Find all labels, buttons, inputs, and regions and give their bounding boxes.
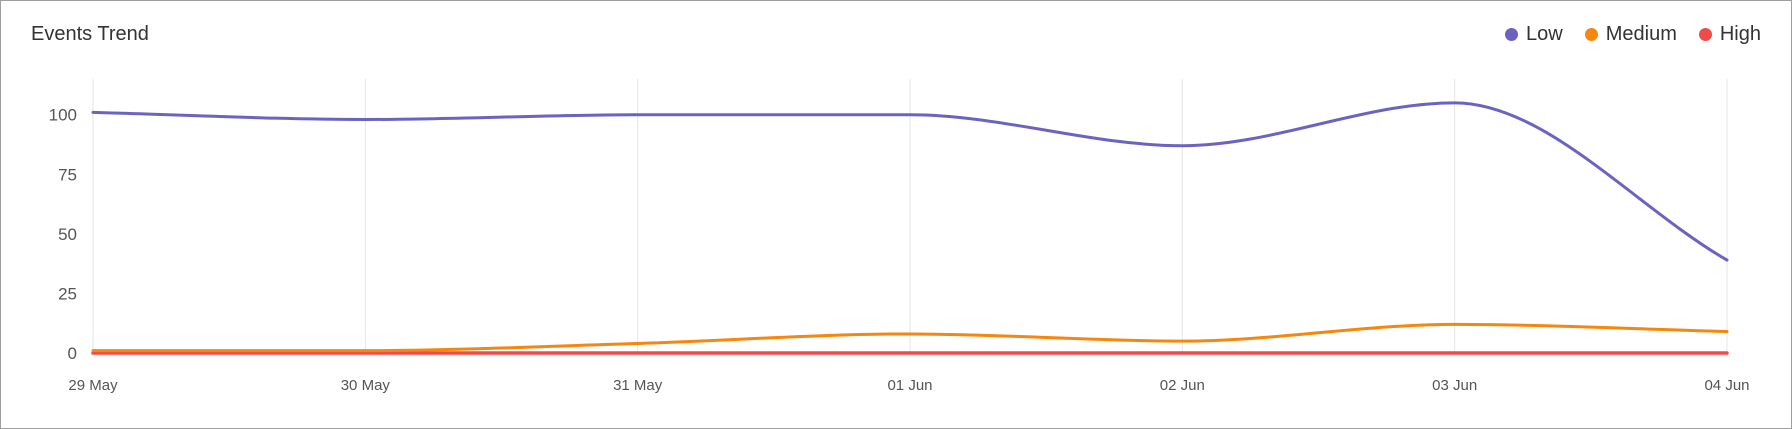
y-tick-label-4: 100	[49, 106, 77, 125]
x-tick-label-1: 30 May	[341, 377, 391, 394]
x-tick-label-5: 03 Jun	[1432, 377, 1477, 394]
x-tick-label-0: 29 May	[68, 377, 118, 394]
x-tick-label-4: 02 Jun	[1160, 377, 1205, 394]
y-tick-label-1: 25	[58, 284, 77, 303]
legend-label-medium: Medium	[1605, 23, 1677, 45]
y-tick-label-0: 0	[68, 344, 77, 363]
chart-title: Events Trend	[31, 23, 149, 45]
y-tick-label-3: 75	[58, 165, 77, 184]
x-tick-label-2: 31 May	[613, 377, 663, 394]
series-line-low	[91, 101, 1729, 262]
x-tick-label-6: 04 Jun	[1704, 377, 1749, 394]
legend-item-low[interactable]: Low	[1505, 23, 1563, 46]
legend-label-high: High	[1719, 23, 1761, 45]
legend-dot-medium	[1584, 28, 1598, 41]
legend-dot-high	[1698, 28, 1712, 41]
x-tick-label-3: 01 Jun	[887, 377, 932, 394]
chart-legend: Low Medium High	[1505, 23, 1761, 46]
legend-item-high[interactable]: High	[1698, 23, 1761, 46]
legend-label-low: Low	[1526, 23, 1563, 45]
legend-dot-low	[1505, 28, 1519, 41]
legend-item-medium[interactable]: Medium	[1584, 23, 1677, 46]
y-tick-label-2: 50	[58, 225, 77, 244]
series-line-medium	[91, 322, 1729, 353]
